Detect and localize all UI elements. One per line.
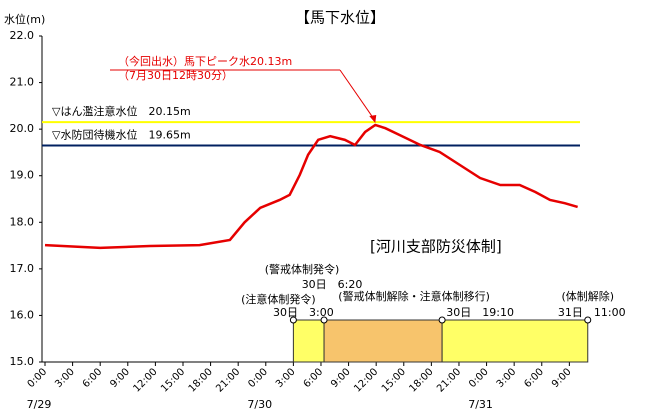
event-time: 30日 3:00 bbox=[273, 306, 334, 319]
y-tick-label: 19.0 bbox=[10, 169, 35, 182]
event-dot bbox=[584, 316, 592, 324]
event-time: 30日 6:20 bbox=[302, 278, 363, 291]
y-tick-label: 17.0 bbox=[10, 262, 35, 275]
x-tick-label: 0:00 bbox=[467, 366, 491, 390]
x-tick-label: 12:00 bbox=[352, 366, 380, 394]
y-tick-label: 15.0 bbox=[10, 355, 35, 368]
x-tick-label: 3:00 bbox=[274, 366, 298, 390]
x-tick-label: 3:00 bbox=[495, 366, 519, 390]
x-tick-label: 9:00 bbox=[550, 366, 574, 390]
x-tick-label: 15:00 bbox=[159, 366, 187, 394]
y-tick-label: 22.0 bbox=[10, 29, 35, 42]
event-name: (注意体制発令) bbox=[241, 292, 316, 306]
annotation-arrow bbox=[339, 69, 376, 122]
timeline-period bbox=[292, 319, 325, 363]
threshold-label: ▽水防団待機水位 19.65m bbox=[52, 127, 191, 141]
y-tick-label: 18.0 bbox=[10, 215, 35, 228]
event-dot bbox=[320, 316, 328, 324]
y-tick-label: 16.0 bbox=[10, 308, 35, 321]
x-tick-label: 18:00 bbox=[187, 366, 215, 394]
threshold-label: ▽はん濫注意水位 20.15m bbox=[52, 104, 191, 118]
x-tick-label: 15:00 bbox=[380, 366, 408, 394]
timeline-period bbox=[441, 319, 589, 363]
event-dot bbox=[438, 316, 446, 324]
y-tick-label: 20.0 bbox=[10, 122, 35, 135]
event-time: 31日 11:00 bbox=[558, 306, 626, 319]
annotation: （今回出水）馬下ピーク水20.13m bbox=[118, 54, 292, 68]
x-tick-label: 21:00 bbox=[435, 366, 463, 394]
event-name: (警戒体制解除・注意体制移行) bbox=[338, 289, 490, 303]
date-label: 7/30 bbox=[247, 398, 272, 411]
date-label: 7/29 bbox=[27, 398, 52, 411]
water-level-line bbox=[44, 123, 578, 250]
y-tick-label: 21.0 bbox=[10, 76, 35, 89]
x-tick-label: 9:00 bbox=[108, 366, 132, 390]
x-tick-label: 12:00 bbox=[131, 366, 159, 394]
date-label: 7/31 bbox=[468, 398, 493, 411]
x-tick-label: 6:00 bbox=[302, 366, 326, 390]
timeline-period bbox=[323, 319, 443, 363]
arrow-head bbox=[369, 114, 377, 123]
x-tick-label: 6:00 bbox=[81, 366, 105, 390]
x-tick-label: 18:00 bbox=[407, 366, 435, 394]
x-tick-label: 3:00 bbox=[53, 366, 77, 390]
event-name: (警戒体制発令) bbox=[265, 262, 340, 276]
y-axis-label: 水位(m) bbox=[4, 12, 45, 26]
event-dot bbox=[289, 316, 297, 324]
x-tick-label: 6:00 bbox=[522, 366, 546, 390]
x-tick-label: 0:00 bbox=[246, 366, 270, 390]
timeline-title: [河川支部防災体制] bbox=[370, 238, 502, 256]
x-tick-label: 9:00 bbox=[329, 366, 353, 390]
annotation: （7月30日12時30分） bbox=[118, 69, 233, 82]
event-name: (体制解除) bbox=[561, 289, 614, 303]
event-time: 30日 19:10 bbox=[446, 306, 514, 319]
chart-title: 【馬下水位】 bbox=[295, 9, 385, 27]
x-tick-label: 21:00 bbox=[214, 366, 242, 394]
x-tick-label: 0:00 bbox=[26, 366, 50, 390]
